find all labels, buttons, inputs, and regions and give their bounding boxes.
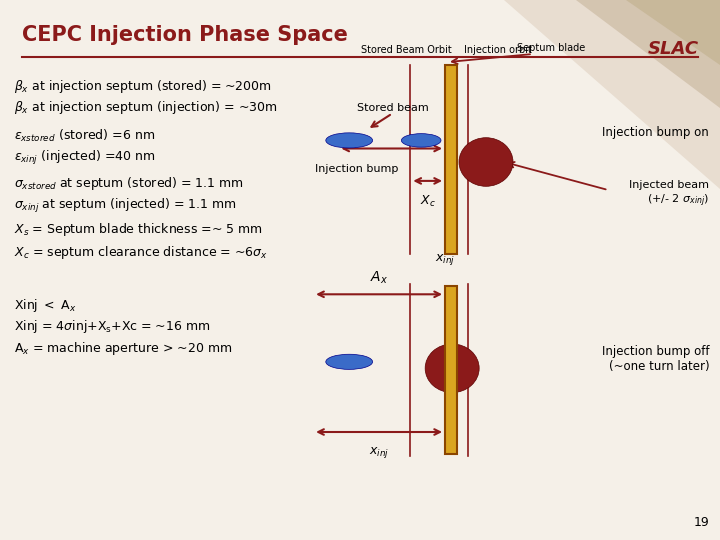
Text: $\varepsilon_{xstored}$ (stored) =6 nm: $\varepsilon_{xstored}$ (stored) =6 nm <box>14 128 156 144</box>
Text: Stored Beam Orbit: Stored Beam Orbit <box>361 45 452 55</box>
Text: 19: 19 <box>693 516 709 529</box>
Text: Stored beam: Stored beam <box>356 103 428 113</box>
Text: CEPC Injection Phase Space: CEPC Injection Phase Space <box>22 25 348 45</box>
Text: Injection orbit: Injection orbit <box>464 45 532 55</box>
Text: $\beta_x$ at injection septum (injection) = ~30m: $\beta_x$ at injection septum (injection… <box>14 99 278 117</box>
Text: $\sigma_{xinj}$ at septum (injected) = 1.1 mm: $\sigma_{xinj}$ at septum (injected) = 1… <box>14 197 237 215</box>
Text: Injection bump: Injection bump <box>315 164 398 174</box>
Ellipse shape <box>402 133 441 147</box>
Text: $\beta_x$ at injection septum (stored) = ~200m: $\beta_x$ at injection septum (stored) =… <box>14 78 272 95</box>
Bar <box>445 65 457 254</box>
Text: SLAC: SLAC <box>647 39 698 58</box>
Text: $\varepsilon_{xinj}$ (injected) =40 nm: $\varepsilon_{xinj}$ (injected) =40 nm <box>14 148 156 167</box>
Polygon shape <box>576 0 720 108</box>
Ellipse shape <box>325 354 372 369</box>
Polygon shape <box>626 0 720 65</box>
Ellipse shape <box>325 133 372 148</box>
Text: Injection bump off
(~one turn later): Injection bump off (~one turn later) <box>602 345 709 373</box>
Text: A$_x$ = machine aperture > ~20 mm: A$_x$ = machine aperture > ~20 mm <box>14 340 233 357</box>
Ellipse shape <box>425 344 480 393</box>
Text: Injection bump on: Injection bump on <box>603 126 709 139</box>
Bar <box>445 286 457 454</box>
Text: $X_c$ = septum clearance distance = ~6$\sigma_x$: $X_c$ = septum clearance distance = ~6$\… <box>14 244 268 261</box>
Text: $x_{inj}$: $x_{inj}$ <box>369 445 389 460</box>
Text: $X_c$: $X_c$ <box>420 194 436 209</box>
Text: $x_{inj}$: $x_{inj}$ <box>435 252 454 267</box>
Text: $A_x$: $A_x$ <box>370 270 388 286</box>
Text: Xinj = 4$\sigma$inj+X$_{\rm s}$+Xc = ~16 mm: Xinj = 4$\sigma$inj+X$_{\rm s}$+Xc = ~16… <box>14 318 211 335</box>
Ellipse shape <box>459 138 513 186</box>
Text: $X_s$ = Septum blade thickness =~ 5 mm: $X_s$ = Septum blade thickness =~ 5 mm <box>14 221 263 238</box>
Text: Xinj $<$ A$_x$: Xinj $<$ A$_x$ <box>14 296 77 314</box>
Polygon shape <box>504 0 720 189</box>
Text: Injected beam
(+/- 2 $\sigma_{xinj}$): Injected beam (+/- 2 $\sigma_{xinj}$) <box>629 180 709 208</box>
Text: Septum blade: Septum blade <box>517 43 585 53</box>
Text: $\sigma_{xstored}$ at septum (stored) = 1.1 mm: $\sigma_{xstored}$ at septum (stored) = … <box>14 175 244 192</box>
